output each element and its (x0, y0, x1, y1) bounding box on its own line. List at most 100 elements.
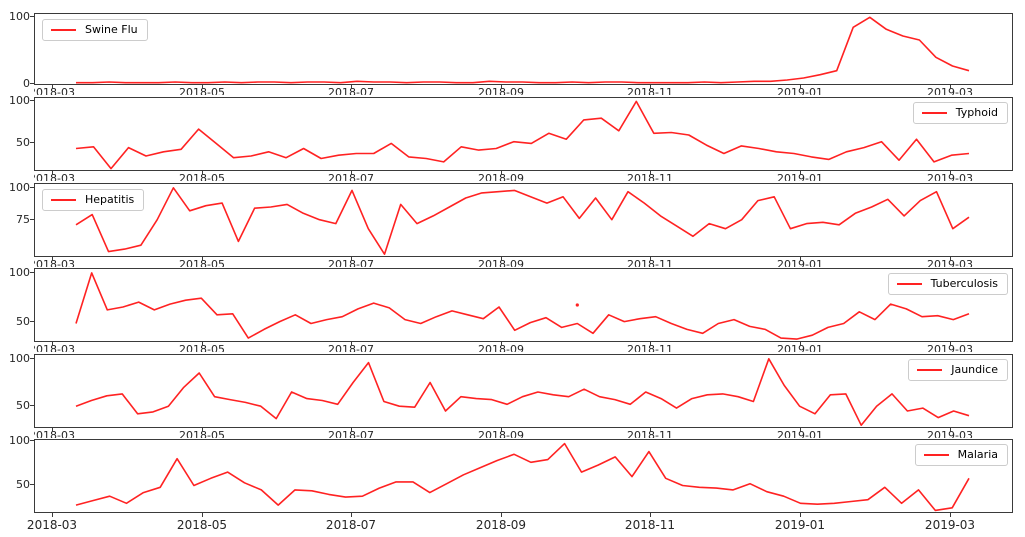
x-tick-mark (501, 513, 502, 517)
series-line-tuberculosis (75, 272, 970, 340)
legend-jaundice: Jaundice (908, 359, 1008, 381)
legend-typhoid: Typhoid (912, 102, 1008, 124)
line-plot-malaria (75, 442, 970, 512)
subplot-swine-flu: Swine Flu (34, 13, 1013, 85)
x-tick-label-clipped: 2018-07 (328, 87, 374, 95)
legend-label-jaundice: Jaundice (951, 363, 998, 376)
x-tick-label-clipped: 2019-03 (927, 344, 973, 352)
line-plot-tuberculosis (75, 272, 970, 340)
legend-tuberculosis: Tuberculosis (887, 273, 1008, 295)
x-tick-mark (351, 342, 352, 346)
x-tick-mark (52, 85, 53, 89)
line-plot-typhoid (75, 100, 970, 170)
x-tick-mark (950, 85, 951, 89)
x-tick-mark (52, 342, 53, 346)
x-tick-label-clipped: 2019-01 (777, 173, 823, 181)
x-tick-mark (351, 428, 352, 432)
x-tick-mark (800, 171, 801, 175)
x-tick-label-clipped: 2018-09 (478, 430, 524, 438)
x-tick-label-clipped: 2018-09 (478, 259, 524, 267)
y-tick-mark (30, 16, 34, 18)
series-line-swine-flu (76, 16, 970, 84)
x-tick-mark (800, 257, 801, 261)
x-tick-label-clipped: 2018-05 (179, 173, 225, 181)
x-tick-label-clipped: 2018-09 (478, 87, 524, 95)
y-tick-mark (30, 100, 34, 102)
y-tick-label-tuberculosis: 50 (16, 314, 30, 328)
legend-line-icon (896, 283, 922, 285)
x-tick-mark (501, 342, 502, 346)
x-tick-label-clipped: 2019-03 (927, 87, 973, 95)
x-tick-mark (351, 85, 352, 89)
x-tick-mark (950, 257, 951, 261)
legend-line-icon (917, 369, 943, 371)
x-tick-label-clipped: 2018-03 (34, 259, 75, 267)
y-tick-mark (30, 405, 34, 407)
x-tick-mark (501, 257, 502, 261)
x-tick-mark (351, 513, 352, 517)
x-tick-label-clipped: 2018-09 (478, 173, 524, 181)
x-tick-label-clipped: 2018-11 (627, 173, 673, 181)
x-tick-label-clipped: 2018-11 (627, 430, 673, 438)
x-tick-mark (202, 85, 203, 89)
x-tick-label-clipped: 2019-01 (777, 259, 823, 267)
x-tick-mark (650, 428, 651, 432)
x-tick-mark (52, 257, 53, 261)
outlier-point-tuberculosis (575, 303, 579, 307)
x-tick-mark (501, 85, 502, 89)
y-tick-label-tuberculosis: 100 (9, 265, 30, 279)
x-tick-label-clipped: 2018-09 (478, 344, 524, 352)
x-tick-label-clipped: 2018-03 (34, 87, 75, 95)
legend-label-swine-flu: Swine Flu (85, 23, 138, 36)
x-tick-label-clipped: 2018-03 (34, 173, 75, 181)
y-tick-mark (30, 484, 34, 486)
legend-label-typhoid: Typhoid (955, 106, 998, 119)
x-tick-label-clipped: 2019-01 (777, 344, 823, 352)
x-tick-mark (650, 85, 651, 89)
clipped-xtick-labels: 2018-03 2018-05 2018-07 2018-09 2018-11 2019-… (34, 259, 1013, 267)
x-tick-label: 2018-07 (325, 518, 377, 532)
x-tick-mark (800, 85, 801, 89)
line-plot-hepatitis (75, 186, 970, 255)
x-tick-label: 2018-05 (176, 518, 228, 532)
x-tick-label-clipped: 2018-03 (34, 344, 75, 352)
x-tick-mark (202, 342, 203, 346)
legend-label-malaria: Malaria (957, 448, 998, 461)
x-tick-mark (501, 428, 502, 432)
x-tick-label-clipped: 2018-05 (179, 259, 225, 267)
x-tick-mark (351, 171, 352, 175)
x-tick-label-clipped: 2018-11 (627, 87, 673, 95)
subplot-tuberculosis: Tuberculosis (34, 268, 1013, 342)
legend-line-icon (51, 199, 76, 201)
y-tick-label-swine-flu: 100 (9, 10, 30, 24)
x-tick-label: 2018-11 (624, 518, 676, 532)
x-tick-label-clipped: 2018-05 (179, 430, 225, 438)
legend-swine-flu: Swine Flu (42, 19, 148, 41)
x-tick-label-clipped: 2019-03 (927, 430, 973, 438)
x-tick-mark (800, 342, 801, 346)
y-tick-label-jaundice: 100 (9, 351, 30, 365)
legend-label-tuberculosis: Tuberculosis (930, 277, 998, 290)
x-tick-mark (950, 171, 951, 175)
x-tick-label-clipped: 2018-07 (328, 259, 374, 267)
legend-malaria: Malaria (914, 444, 1008, 466)
series-line-malaria (75, 442, 970, 512)
x-tick-label-clipped: 2018-03 (34, 430, 75, 438)
x-tick-mark (202, 171, 203, 175)
x-tick-mark (650, 513, 651, 517)
clipped-xtick-labels: 2018-03 2018-05 2018-07 2018-09 2018-11 2019-… (34, 173, 1013, 181)
x-tick-mark (351, 257, 352, 261)
x-tick-mark (800, 428, 801, 432)
subplot-malaria: Malaria (34, 439, 1013, 513)
x-tick-label-clipped: 2018-11 (627, 344, 673, 352)
x-tick-mark (950, 513, 951, 517)
legend-line-icon (51, 29, 76, 31)
series-line-hepatitis (75, 186, 970, 255)
y-tick-label-hepatitis: 75 (16, 212, 30, 226)
y-tick-label-jaundice: 50 (16, 399, 30, 413)
x-tick-label-clipped: 2019-03 (927, 173, 973, 181)
y-tick-label-swine-flu: 0 (23, 77, 30, 90)
y-tick-mark (30, 320, 34, 322)
x-tick-label: 2019-03 (924, 518, 976, 532)
subplot-hepatitis: Hepatitis (34, 183, 1013, 257)
